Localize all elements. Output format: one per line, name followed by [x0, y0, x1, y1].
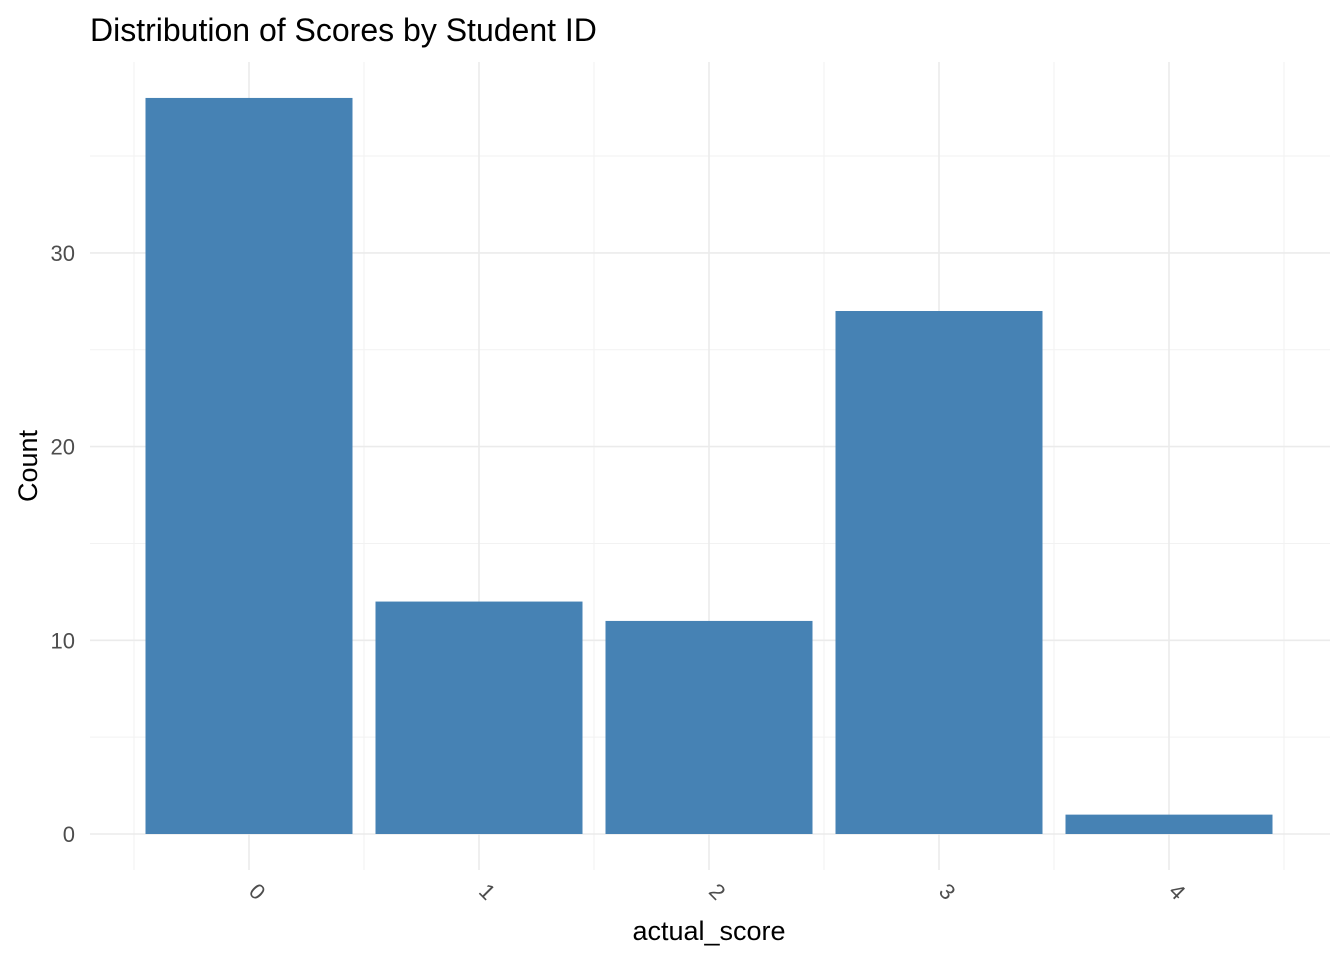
bar-4 — [1065, 814, 1273, 834]
bar-0 — [145, 97, 353, 834]
y-tick-label: 10 — [51, 628, 75, 653]
bars — [145, 97, 1273, 834]
x-tick-labels: 0 1 2 3 4 — [244, 879, 1190, 905]
y-tick-labels: 0 10 20 30 — [51, 241, 75, 847]
x-tick-label: 1 — [474, 879, 500, 905]
x-tick-label: 0 — [244, 879, 270, 905]
x-tick-label: 2 — [704, 879, 730, 905]
bar-1 — [375, 601, 583, 834]
x-tick-label: 3 — [934, 879, 960, 905]
chart-title: Distribution of Scores by Student ID — [90, 12, 597, 48]
y-tick-label: 30 — [51, 241, 75, 266]
x-tick-label: 4 — [1164, 879, 1190, 905]
bar-3 — [835, 311, 1043, 834]
y-axis-title: Count — [13, 429, 43, 502]
y-tick-label: 0 — [63, 822, 75, 847]
bar-2 — [605, 620, 813, 834]
y-tick-label: 20 — [51, 435, 75, 460]
x-axis-title: actual_score — [632, 916, 785, 946]
